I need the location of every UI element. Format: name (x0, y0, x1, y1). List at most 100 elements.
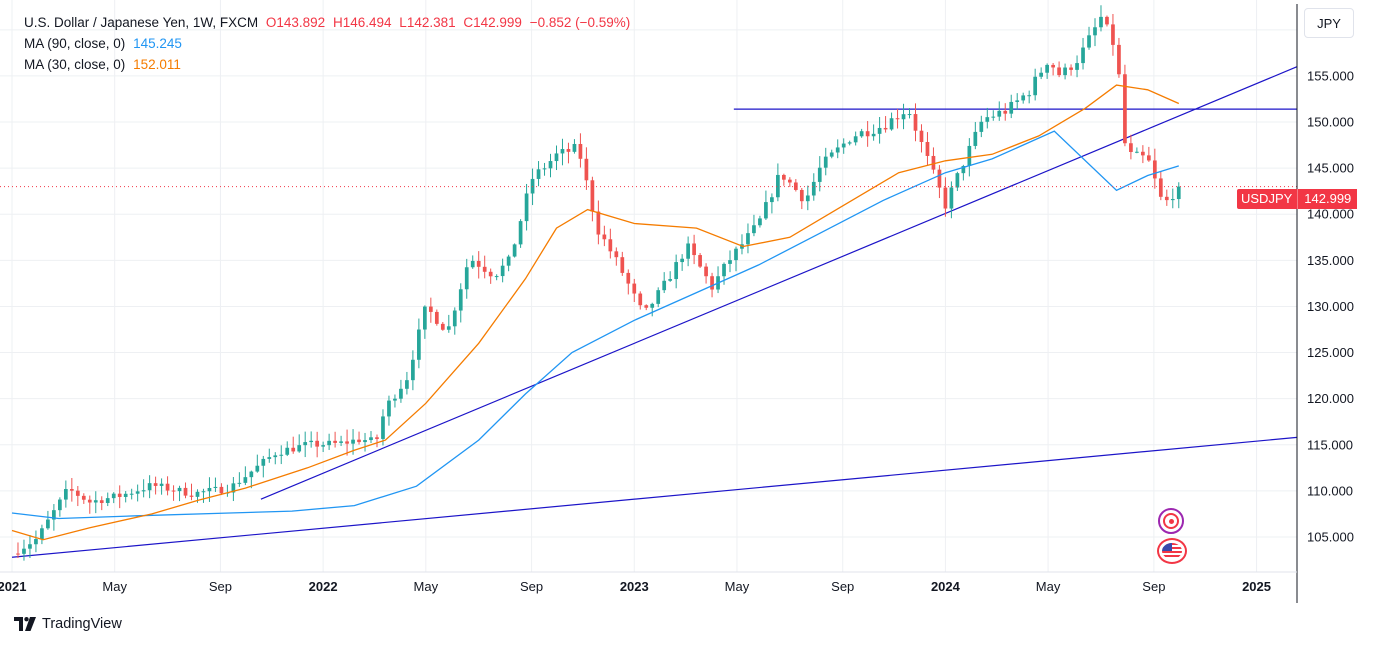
candle-body (171, 490, 176, 492)
candle-body (81, 495, 86, 500)
candle-body (452, 310, 457, 327)
time-tick-label: 2023 (620, 579, 649, 594)
candle-body (805, 195, 810, 202)
candle-body (446, 326, 451, 330)
candle-body (524, 193, 529, 222)
candle-body (895, 118, 900, 120)
candle-body (704, 266, 708, 277)
candle-body (69, 489, 74, 491)
candle-body (728, 260, 732, 264)
candle-body (345, 441, 349, 444)
candle-body (261, 458, 266, 466)
candle-body (722, 263, 726, 277)
candle-body (1045, 64, 1049, 73)
price-tag-value: 142.999 (1297, 189, 1358, 209)
candle-body (147, 483, 152, 491)
candle-body (823, 156, 828, 168)
candle-body (865, 131, 870, 137)
candle-body (28, 544, 32, 549)
candle-body (1027, 95, 1032, 97)
candle-body (692, 243, 696, 256)
candle-body (1087, 35, 1091, 48)
candle-body (680, 258, 684, 263)
candle-body (985, 117, 990, 122)
candle-body (375, 437, 379, 439)
candle-body (1158, 178, 1163, 197)
candle-body (1105, 16, 1109, 25)
candle-body (554, 153, 559, 162)
time-tick-label: May (725, 579, 750, 594)
time-tick-label: May (102, 579, 127, 594)
ma90-label: MA (90, close, 0) (24, 36, 126, 51)
candle-body (799, 189, 804, 202)
candle-body (141, 490, 146, 492)
candle-body (793, 182, 798, 190)
candle-body (464, 267, 469, 290)
candle-body (907, 114, 912, 116)
candle-body (937, 169, 942, 188)
candle-body (734, 248, 738, 261)
candle-body (512, 244, 517, 257)
candle-body (572, 143, 577, 152)
tradingview-logo[interactable]: TradingView (14, 616, 122, 632)
candle-body (632, 283, 637, 294)
candle-body (243, 477, 248, 483)
ma90-value: 145.245 (133, 36, 182, 51)
candle-body (770, 197, 774, 203)
candle-body (476, 260, 481, 267)
candle-body (991, 116, 996, 118)
ma30-row[interactable]: MA (30, close, 0) 152.011 (24, 54, 630, 75)
candle-body (949, 187, 954, 209)
candle-body (423, 306, 427, 330)
price-axis[interactable]: 160.000155.000150.000145.000140.000135.0… (1307, 22, 1354, 544)
candle-body (1123, 74, 1127, 144)
price-tick-label: 140.000 (1307, 207, 1354, 222)
candle-body (602, 234, 607, 240)
candle-body (979, 121, 984, 132)
time-axis[interactable]: 2021 May Sep 2022 May Sep 2023 May Sep 2024 May Sep… (0, 579, 1271, 594)
ma90-row[interactable]: MA (90, close, 0) 145.245 (24, 33, 630, 54)
price-tick-label: 145.000 (1307, 161, 1354, 176)
event-marker-icon[interactable] (1158, 508, 1184, 534)
candle-body (764, 202, 768, 219)
candle-body (267, 457, 272, 459)
close-value: C142.999 (463, 15, 522, 30)
candle-body (955, 173, 960, 188)
candle-body (117, 493, 122, 497)
candle-body (859, 131, 864, 137)
candle-body (75, 490, 80, 496)
candle-body (668, 279, 673, 281)
candle-body (1003, 110, 1008, 114)
us-flag-event-icon[interactable] (1157, 538, 1187, 564)
candle-body (387, 400, 391, 417)
brand-name: TradingView (42, 616, 122, 632)
symbol-title[interactable]: U.S. Dollar / Japanese Yen, 1W, FXCM (24, 15, 259, 30)
candle-body (363, 440, 367, 443)
tradingview-icon (14, 617, 36, 631)
candle-body (369, 437, 373, 441)
candle-body (1069, 67, 1073, 70)
candle-body (620, 257, 625, 273)
currency-button[interactable]: JPY (1304, 8, 1354, 38)
candle-body (16, 553, 20, 555)
candle-body (656, 290, 661, 304)
candlesticks (16, 5, 1181, 561)
chart-legend: U.S. Dollar / Japanese Yen, 1W, FXCM O14… (24, 12, 630, 75)
candle-body (961, 166, 966, 174)
candle-body (919, 130, 924, 143)
candle-body (237, 482, 242, 484)
time-tick-label: 2021 (0, 579, 26, 594)
candle-body (638, 293, 643, 306)
candle-body (309, 440, 314, 443)
candle-body (22, 548, 26, 554)
candle-body (1009, 101, 1014, 114)
candle-body (321, 445, 325, 447)
candle-body (776, 174, 780, 198)
candle-body (817, 167, 822, 182)
candle-body (231, 483, 236, 493)
candle-body (357, 439, 361, 443)
candle-body (1021, 95, 1026, 101)
candle-body (1063, 67, 1067, 76)
candle-body (1152, 160, 1157, 179)
